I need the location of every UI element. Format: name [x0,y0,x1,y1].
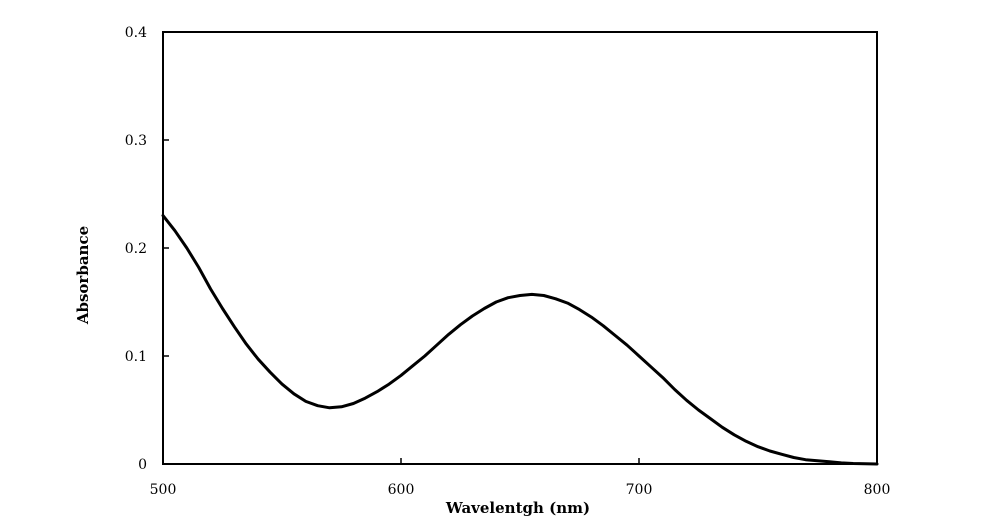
y-axis-ticks: 0 0.1 0.2 0.3 0.4 [125,25,169,473]
x-tick-label: 600 [388,482,415,498]
y-tick-label: 0 [138,457,147,473]
y-tick-label: 0.4 [125,25,147,41]
x-tick-label: 700 [626,482,653,498]
x-tick-label: 500 [150,482,177,498]
y-tick-label: 0.2 [125,241,147,257]
x-axis-title: Wavelentgh (nm) [445,499,590,517]
plot-frame [162,31,878,465]
y-tick-label: 0.3 [125,133,147,149]
x-axis-ticks: 500 600 700 800 [150,458,891,498]
y-axis-title: Absorbance [74,226,92,325]
x-tick-label: 800 [864,482,891,498]
y-tick-label: 0.1 [125,349,147,365]
absorbance-series-line [161,214,879,466]
